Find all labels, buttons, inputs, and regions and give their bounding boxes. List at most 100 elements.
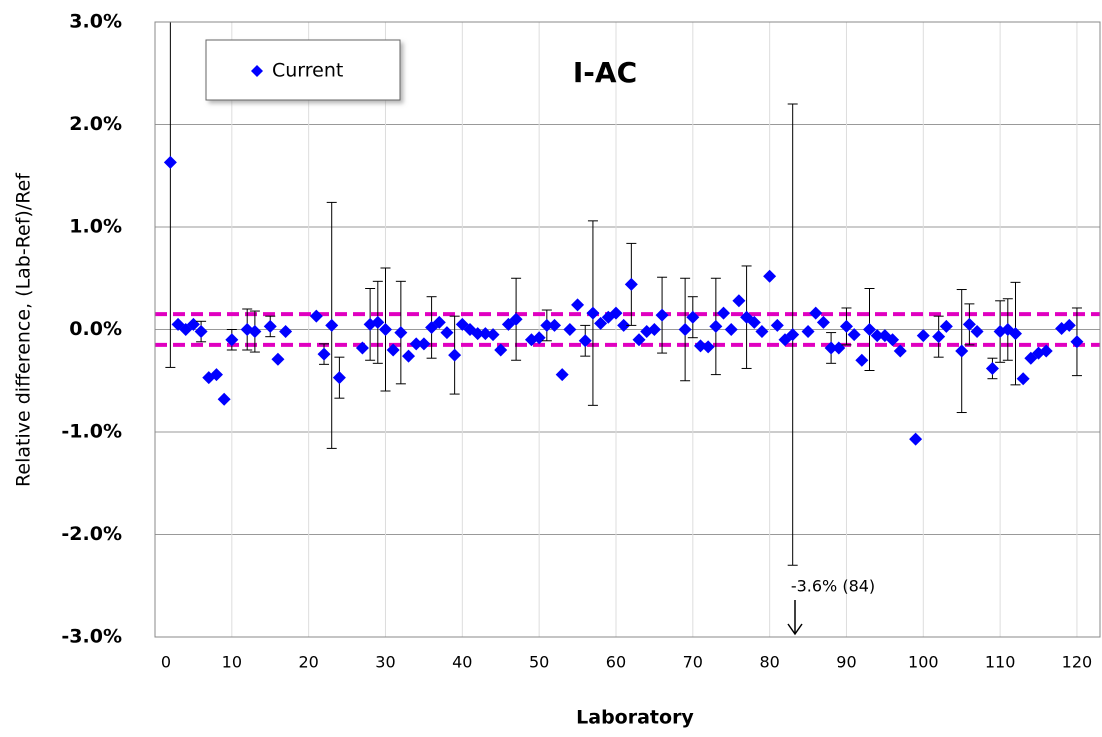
x-tick-label: 30: [375, 653, 395, 672]
data-point: [555, 368, 569, 382]
data-point: [509, 312, 523, 326]
data-point: [647, 323, 661, 336]
x-tick-label: 70: [683, 653, 703, 672]
data-point: [540, 318, 554, 332]
y-tick-label: -2.0%: [61, 523, 122, 545]
data-point: [440, 326, 454, 340]
annotation: -3.6% (84): [787, 577, 875, 636]
x-tick-label: 60: [606, 653, 626, 672]
data-point: [839, 319, 853, 333]
data-point: [394, 326, 408, 340]
data-point: [709, 319, 723, 333]
data-point: [163, 155, 177, 169]
data-point: [624, 277, 638, 291]
legend-label: Current: [272, 60, 343, 82]
data-point: [909, 432, 923, 446]
y-axis-label: Relative difference, (Lab-Ref)/Ref: [13, 172, 35, 487]
data-point: [809, 306, 823, 320]
data-point: [886, 333, 900, 347]
data-point: [432, 315, 446, 329]
data-point: [786, 328, 800, 342]
data-point: [486, 328, 500, 342]
x-tick-label: 0: [161, 653, 171, 672]
data-point: [563, 323, 577, 336]
data-point: [724, 323, 738, 336]
data-point: [955, 344, 969, 358]
x-tick-label: 50: [529, 653, 549, 672]
data-point: [617, 318, 631, 332]
data-point: [471, 327, 485, 341]
data-point: [271, 352, 285, 366]
legend-marker: [251, 65, 263, 77]
data-point: [448, 348, 462, 362]
x-tick-label: 40: [452, 653, 472, 672]
x-tick-label: 100: [908, 653, 939, 672]
data-point: [916, 329, 930, 343]
x-tick-label: 120: [1062, 653, 1093, 672]
data-point: [478, 327, 492, 341]
data-point: [386, 343, 400, 357]
data-point: [332, 371, 346, 385]
data-point: [355, 341, 369, 355]
chart-title: I-AC: [573, 56, 637, 89]
legend-box: [205, 39, 401, 101]
y-tick-label: 3.0%: [69, 11, 122, 33]
data-point: [1008, 327, 1022, 341]
data-point: [279, 325, 293, 339]
annotation-arrow-head: [787, 623, 803, 636]
data-point: [409, 337, 423, 351]
x-tick-label: 110: [985, 653, 1016, 672]
y-tick-label: 2.0%: [69, 113, 122, 135]
data-point: [371, 315, 385, 329]
grid: [154, 21, 1100, 638]
plot-marks: [155, 22, 1100, 566]
data-point: [763, 269, 777, 283]
y-tick-label: 1.0%: [69, 216, 122, 238]
data-point: [248, 325, 262, 339]
data-point: [417, 337, 431, 351]
data-point: [717, 306, 731, 320]
data-point: [632, 333, 646, 347]
y-tick-label: -3.0%: [61, 626, 122, 648]
data-point: [693, 339, 707, 353]
data-point: [609, 306, 623, 320]
data-point: [263, 319, 277, 333]
annotation-text: -3.6% (84): [791, 577, 875, 596]
data-point: [494, 343, 508, 357]
y-tick-label: -1.0%: [61, 421, 122, 443]
data-point: [402, 349, 416, 363]
data-point: [194, 325, 208, 339]
data-point: [824, 341, 838, 355]
data-point: [863, 323, 877, 336]
data-point: [225, 333, 239, 347]
x-axis-label: Laboratory: [576, 707, 694, 729]
data-point: [655, 308, 669, 322]
x-tick-label: 90: [836, 653, 856, 672]
data-point: [1039, 344, 1053, 358]
data-point: [1070, 335, 1084, 349]
data-point: [317, 347, 331, 361]
data-point: [855, 353, 869, 367]
data-point: [847, 328, 861, 342]
data-point: [801, 325, 815, 339]
x-tick-label: 10: [222, 653, 242, 672]
data-point: [325, 318, 339, 332]
data-point: [870, 329, 884, 343]
data-point: [209, 368, 223, 382]
plot-frame: [154, 21, 1101, 638]
legend: Current: [205, 39, 401, 101]
data-point: [932, 330, 946, 344]
x-tick-label: 20: [298, 653, 318, 672]
data-point: [548, 318, 562, 332]
data-point: [594, 316, 608, 330]
data-point: [378, 323, 392, 336]
data-point: [571, 298, 585, 312]
data-point: [816, 315, 830, 329]
data-point: [985, 361, 999, 375]
data-point: [939, 319, 953, 333]
x-tick-label: 80: [759, 653, 779, 672]
data-point: [578, 334, 592, 348]
data-point: [686, 310, 700, 324]
